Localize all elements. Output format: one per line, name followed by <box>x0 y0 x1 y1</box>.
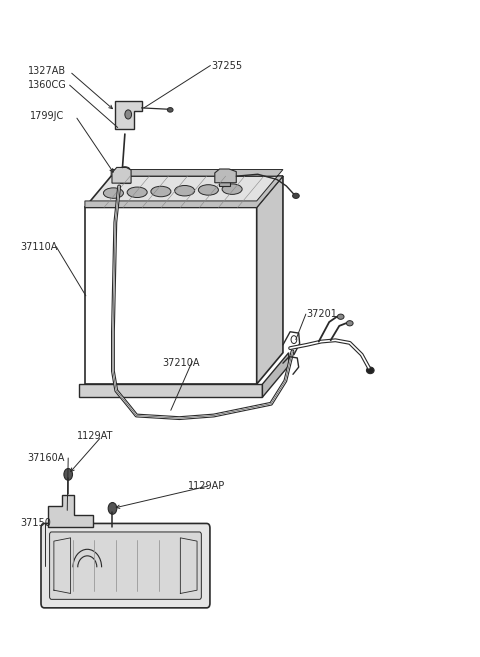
Polygon shape <box>79 384 263 397</box>
Polygon shape <box>115 101 142 129</box>
FancyBboxPatch shape <box>49 532 201 599</box>
Polygon shape <box>263 353 288 397</box>
Ellipse shape <box>293 193 299 198</box>
Ellipse shape <box>168 108 173 112</box>
Text: 1799JC: 1799JC <box>30 111 64 121</box>
Polygon shape <box>112 168 131 183</box>
Circle shape <box>108 503 117 514</box>
Text: 37160A: 37160A <box>28 453 65 463</box>
Bar <box>219 173 229 186</box>
Polygon shape <box>85 208 257 384</box>
Text: 37210A: 37210A <box>163 357 200 367</box>
Ellipse shape <box>347 321 353 326</box>
Polygon shape <box>215 169 236 183</box>
Text: 1327AB: 1327AB <box>28 66 66 76</box>
Text: 1129AT: 1129AT <box>77 432 113 442</box>
Ellipse shape <box>120 167 130 173</box>
Ellipse shape <box>337 314 344 319</box>
Ellipse shape <box>219 170 229 176</box>
Polygon shape <box>85 176 283 208</box>
Text: 37110A: 37110A <box>21 242 58 252</box>
Polygon shape <box>85 170 283 208</box>
Circle shape <box>64 468 72 480</box>
Circle shape <box>291 336 297 344</box>
FancyBboxPatch shape <box>41 524 210 608</box>
Text: 37150: 37150 <box>21 518 51 528</box>
Circle shape <box>125 110 132 119</box>
Ellipse shape <box>175 185 195 196</box>
Bar <box>120 170 130 183</box>
Ellipse shape <box>222 184 242 194</box>
Ellipse shape <box>198 185 218 195</box>
Text: 1360CG: 1360CG <box>28 80 66 90</box>
Ellipse shape <box>151 187 171 196</box>
Ellipse shape <box>127 187 147 198</box>
Polygon shape <box>257 176 283 384</box>
Ellipse shape <box>366 367 374 374</box>
Polygon shape <box>48 495 94 527</box>
Text: 1129AP: 1129AP <box>188 480 225 491</box>
Text: 37201: 37201 <box>307 309 338 319</box>
Text: 37255: 37255 <box>211 60 242 70</box>
Ellipse shape <box>103 188 123 198</box>
